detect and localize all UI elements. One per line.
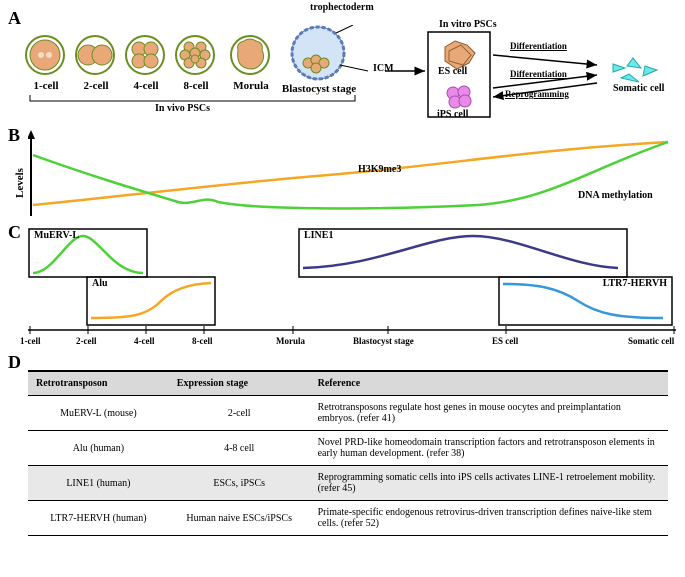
cx-6: ES cell [492, 336, 518, 346]
icm-label: ICM [373, 63, 394, 74]
th-2: Reference [310, 371, 668, 396]
diff-label-1: Differentiation [510, 41, 567, 51]
th-0: Retrotransposon [28, 371, 169, 396]
panel-d-label: D [8, 352, 21, 373]
h3k9me3-label: H3K9me3 [358, 164, 401, 175]
diff-label-2: Differentiation [510, 69, 567, 79]
cx-0: 1-cell [20, 336, 41, 346]
panel-b-chart: H3K9me3 DNA methylation [28, 130, 678, 220]
table-cell: Human naive ESCs/iPSCs [169, 501, 310, 536]
stage-morula: Morula [231, 80, 271, 92]
ltr7-label: LTR7-HERVH [603, 278, 667, 289]
table-cell: Reprogramming somatic cells into iPS cel… [310, 466, 668, 501]
cx-2: 4-cell [134, 336, 155, 346]
table-cell: 2-cell [169, 396, 310, 431]
table-cell: Retrotransposons regulate host genes in … [310, 396, 668, 431]
stage-1cell: 1-cell [31, 80, 61, 92]
panel-c-label: C [8, 222, 21, 243]
invivo-label: In vivo PSCs [155, 103, 210, 114]
panel-d-table: Retrotransposon Expression stage Referen… [28, 370, 668, 536]
alu-label: Alu [92, 278, 108, 289]
table-cell: ESCs, iPSCs [169, 466, 310, 501]
dna-meth-label: DNA methylation [578, 190, 653, 201]
stage-4cell: 4-cell [131, 80, 161, 92]
levels-axis: Levels [14, 168, 26, 198]
cx-7: Somatic cell [628, 336, 674, 346]
table-cell: 4-8 cell [169, 431, 310, 466]
table-cell: MuERV-L (mouse) [28, 396, 169, 431]
trophectoderm-label: trophectoderm [310, 2, 374, 13]
panel-a-label: A [8, 8, 21, 29]
panel-a-embryos: 1-cell 2-cell 4-cell 8-cell Morula Blast… [25, 25, 685, 120]
table-cell: LINE1 (human) [28, 466, 169, 501]
cx-3: 8-cell [192, 336, 213, 346]
th-1: Expression stage [169, 371, 310, 396]
es-cell-label: ES cell [438, 66, 467, 77]
stage-2cell: 2-cell [81, 80, 111, 92]
somatic-cell-label: Somatic cell [613, 83, 664, 94]
panel-b-label: B [8, 125, 20, 146]
ips-cell-label: iPS cell [437, 109, 468, 120]
reprog-label: Reprogramming [505, 89, 569, 99]
panel-c-charts: MuERV-L Alu LINE1 LTR7-HERVH 1-cell 2-ce… [28, 228, 678, 338]
line1-label: LINE1 [304, 230, 333, 241]
invitro-label: In vitro PSCs [439, 19, 497, 30]
stage-8cell: 8-cell [181, 80, 211, 92]
cx-1: 2-cell [76, 336, 97, 346]
table-cell: Primate-specific endogenous retrovirus-d… [310, 501, 668, 536]
table-cell: LTR7-HERVH (human) [28, 501, 169, 536]
cx-4: Morula [276, 336, 305, 346]
table-cell: Novel PRD-like homeodomain transcription… [310, 431, 668, 466]
table-cell: Alu (human) [28, 431, 169, 466]
cx-5: Blastocyst stage [353, 336, 414, 346]
muervl-label: MuERV-L [34, 230, 79, 241]
